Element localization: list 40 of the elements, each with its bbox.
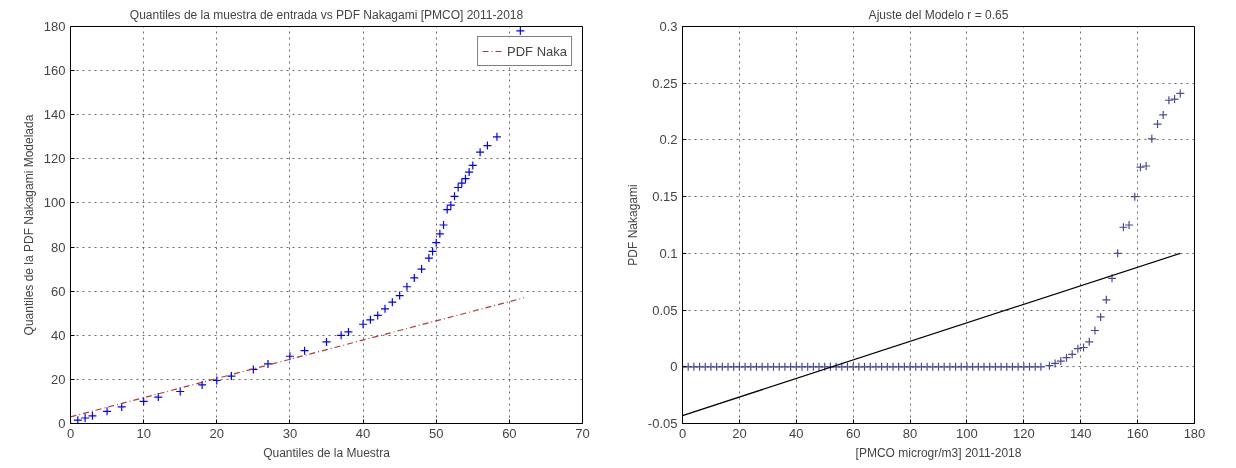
x-tick-label: 10 [136,425,151,441]
y-tick-label: -0.05 [647,416,678,431]
y-tick-label: 0 [670,359,678,375]
y-tick-label: 20 [51,371,66,387]
y-tick-label: 120 [43,151,66,167]
x-axis-title: Quantiles de la Muestra [263,445,391,460]
x-tick-label: 140 [1069,425,1092,441]
x-tick-label: 100 [956,425,978,441]
y-tick-label: 80 [51,239,66,255]
x-tick-label: 20 [209,425,225,441]
legend-label: PDF Naka [507,43,567,59]
y-tick-label: 0.25 [652,75,678,91]
chart-title: Quantiles de la muestra de entrada vs PDF Nakagami [PMCO] 2011-2018 [129,7,524,22]
y-tick-label: 0.05 [652,302,678,318]
y-tick-label: 0.1 [659,245,678,261]
y-tick-label: 0.2 [659,132,678,148]
x-tick-label: 40 [355,425,371,441]
x-tick-label: 70 [575,425,590,441]
x-tick-label: 160 [1126,425,1149,441]
x-tick-label: 80 [902,425,918,441]
y-tick-label: 0.3 [659,19,678,34]
y-tick-label: 0.15 [652,189,678,205]
y-tick-label: 100 [43,195,66,211]
x-tick-label: 20 [732,425,747,441]
x-tick-label: 30 [282,425,298,441]
y-tick-label: 180 [43,19,66,34]
x-tick-label: 60 [845,425,861,441]
y-tick-label: 160 [43,63,66,79]
y-tick-label: 40 [51,327,66,343]
x-tick-label: 50 [428,425,444,441]
y-axis-title: PDF Nakagami [625,184,640,266]
x-axis-title: [PMCO microgr/m3] 2011-2018 [855,445,1022,460]
x-tick-label: 120 [1012,425,1035,441]
x-tick-label: 180 [1183,425,1206,441]
y-axis-title: Quantiles de la PDF Nakagami Modelada [21,114,36,336]
x-tick-label: 40 [789,425,804,441]
y-tick-label: 60 [51,283,66,299]
y-tick-label: 140 [43,107,66,123]
x-tick-label: 60 [502,425,517,441]
chart-title: Ajuste del Modelo r = 0.65 [868,7,1009,22]
